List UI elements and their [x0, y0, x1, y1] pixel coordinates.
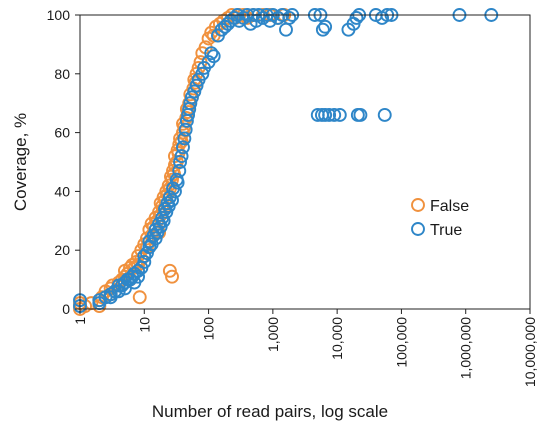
legend-label-false: False: [430, 198, 469, 215]
data-point-true-108: [353, 108, 368, 122]
y-tick-label: 80: [54, 66, 70, 82]
data-point-true-56: [187, 84, 202, 99]
data-point-true-54: [183, 96, 198, 111]
data-point-true-19: [131, 269, 146, 284]
data-point-false-55: [165, 269, 179, 284]
data-point-true-50: [178, 122, 193, 137]
x-tick-label: 1: [72, 317, 88, 325]
data-point-true-62: [204, 46, 219, 61]
data-point-true-93: [349, 10, 364, 25]
data-point-true-89: [315, 22, 330, 37]
data-point-true-104: [322, 108, 337, 122]
data-point-false-54: [162, 263, 177, 278]
data-point-true-105: [327, 108, 342, 122]
points-layer: [73, 8, 499, 316]
x-tick-label: 100: [201, 317, 217, 341]
data-point-true-84: [279, 22, 293, 37]
x-tick-label: 1,000: [265, 317, 281, 352]
data-point-true-85: [282, 10, 297, 25]
data-point-false-67: [174, 134, 189, 149]
data-point-true-28: [148, 231, 163, 246]
data-point-true-78: [255, 10, 270, 25]
legend-label-true: True: [430, 222, 462, 239]
y-axis-ticks: 0 20 40 60 80 100: [47, 7, 80, 317]
x-tick-label: 10,000: [329, 317, 345, 360]
data-point-true-47: [174, 149, 189, 164]
x-tick-label: 10,000,000: [522, 317, 538, 387]
series-true: [73, 8, 499, 314]
legend: False True: [411, 198, 469, 239]
x-tick-label: 100,000: [393, 317, 409, 368]
data-point-true-90: [318, 19, 333, 34]
data-point-true-103: [318, 108, 333, 122]
data-point-true-45: [172, 163, 187, 178]
x-tick-label: 1,000,000: [458, 317, 474, 379]
data-point-false-68: [176, 125, 190, 140]
y-tick-label: 60: [54, 125, 70, 141]
y-tick-label: 100: [47, 7, 71, 23]
data-point-true-63: [206, 49, 221, 64]
data-point-true-46: [173, 155, 188, 169]
y-axis-title: Coverage, %: [11, 113, 30, 211]
legend-marker-true: [411, 222, 425, 236]
y-tick-label: 20: [54, 242, 70, 258]
data-point-true-49: [177, 131, 192, 146]
plot-area-frame: [79, 14, 531, 310]
data-point-true-21: [137, 255, 152, 269]
data-point-false-27: [132, 290, 147, 305]
data-point-true-48: [176, 140, 190, 155]
data-point-true-106: [332, 108, 347, 122]
y-tick-label: 0: [62, 301, 70, 317]
data-point-true-27: [146, 228, 161, 243]
legend-marker-false: [411, 198, 425, 212]
data-point-true-109: [377, 108, 392, 122]
y-tick-label: 40: [54, 183, 70, 199]
data-point-true-59: [195, 66, 210, 81]
x-axis-ticks: 1 10 100 1,000 10,000 100,000 1,000,000 10,000,…: [72, 309, 538, 387]
x-axis-title: Number of read pairs, log scale: [152, 402, 388, 421]
x-tick-label: 10: [136, 317, 152, 333]
data-point-true-57: [189, 78, 204, 93]
